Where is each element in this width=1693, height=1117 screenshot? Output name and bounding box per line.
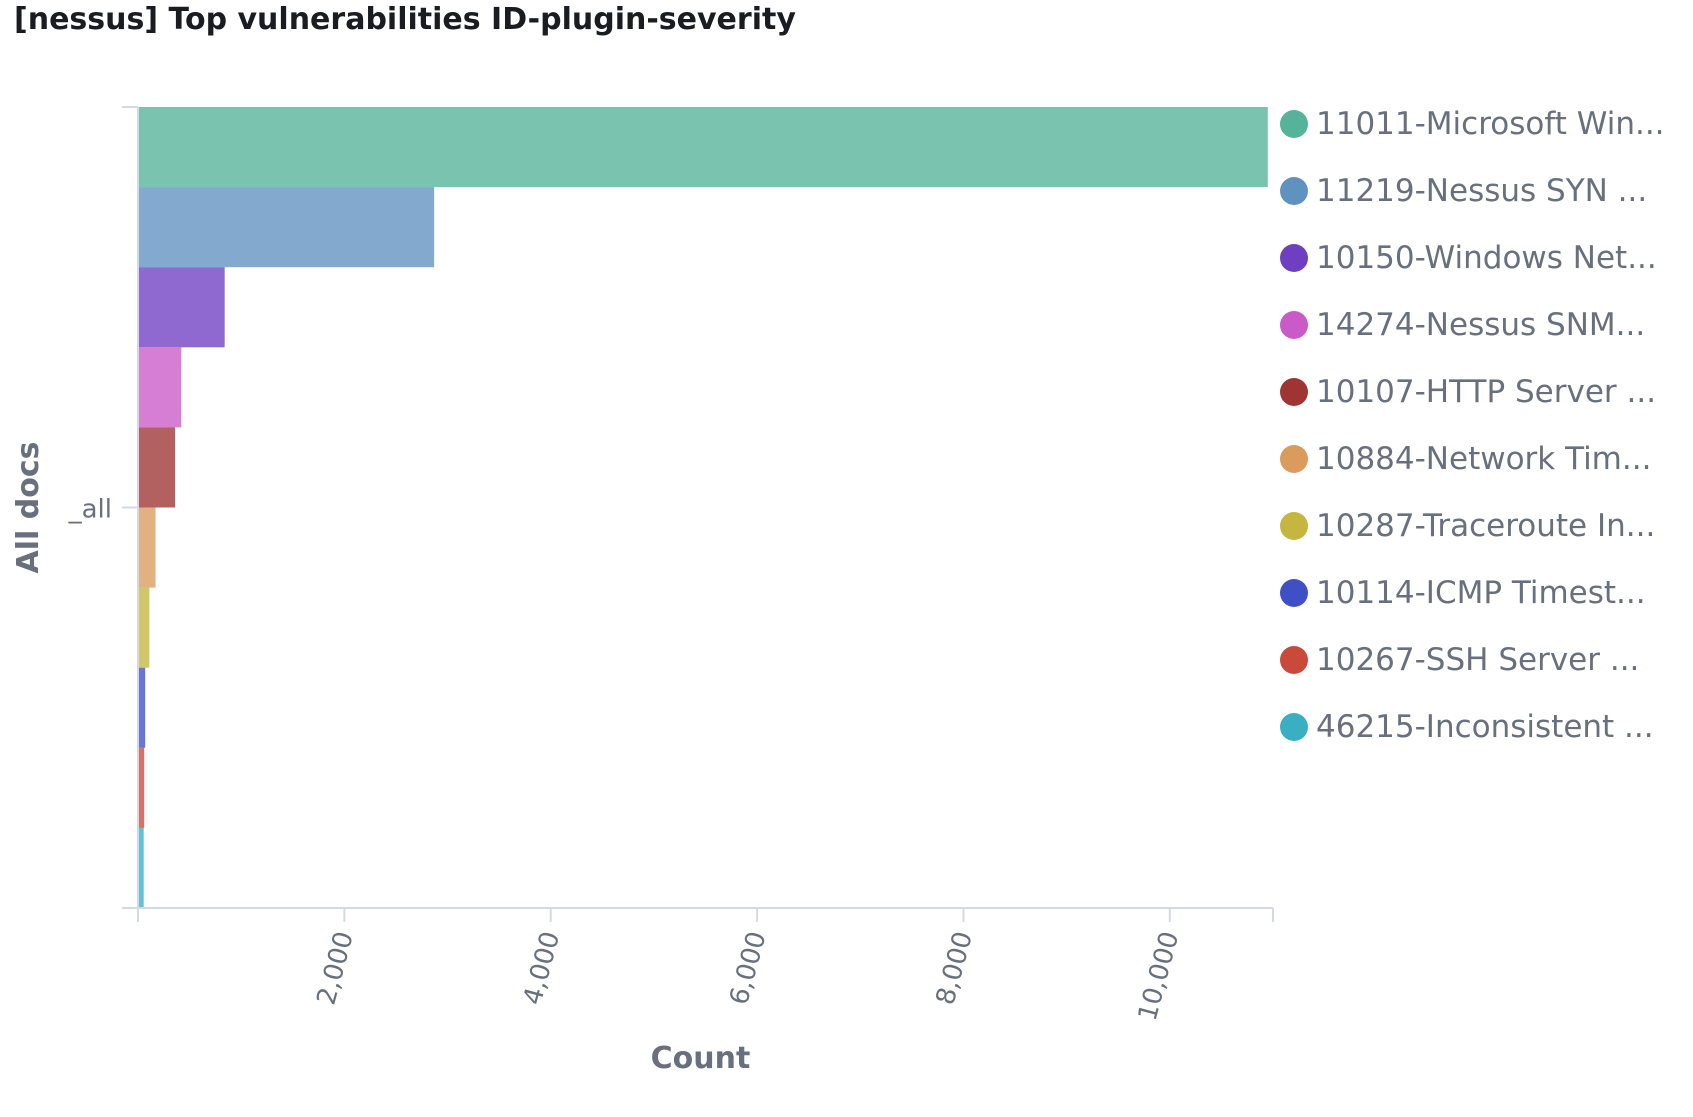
legend-color-dot-icon	[1280, 310, 1308, 339]
y-tick-label: _all	[68, 495, 112, 525]
x-tick-label: 4,000	[518, 928, 566, 1008]
x-tick-label: 8,000	[931, 928, 979, 1008]
legend-label: 14274-Nessus SNM...	[1316, 306, 1646, 343]
legend-color-dot-icon	[1280, 176, 1308, 205]
x-tick-label: 10,000	[1133, 928, 1186, 1024]
legend-color-dot-icon	[1280, 444, 1308, 473]
bar-3[interactable]	[138, 267, 225, 348]
y-axis-title: All docs	[11, 442, 46, 574]
legend-color-dot-icon	[1280, 645, 1308, 674]
legend-item-10[interactable]: 46215-Inconsistent ...	[1280, 693, 1680, 760]
legend-color-dot-icon	[1280, 109, 1308, 138]
chart-title: [nessus] Top vulnerabilities ID-plugin-s…	[14, 2, 796, 37]
x-axis-title: Count	[651, 1041, 751, 1076]
legend-label: 10114-ICMP Timest...	[1316, 574, 1646, 611]
bar-5[interactable]	[138, 427, 176, 508]
legend-color-dot-icon	[1280, 511, 1308, 540]
legend-color-dot-icon	[1280, 712, 1308, 741]
legend-label: 10267-SSH Server ...	[1316, 641, 1640, 678]
bar-chart: _all 2,000 4,000 6,000 8,000 10,000 Count All d…	[11, 106, 1274, 1076]
legend-item-9[interactable]: 10267-SSH Server ...	[1280, 626, 1680, 693]
legend-item-6[interactable]: 10884-Network Tim...	[1280, 425, 1680, 492]
bar-7[interactable]	[138, 587, 150, 668]
bar-6[interactable]	[138, 507, 156, 588]
legend-label: 11011-Microsoft Win...	[1316, 105, 1665, 142]
legend-item-5[interactable]: 10107-HTTP Server ...	[1280, 358, 1680, 425]
bars-group	[138, 107, 1268, 908]
legend-item-4[interactable]: 14274-Nessus SNM...	[1280, 291, 1680, 358]
legend-color-dot-icon	[1280, 377, 1308, 406]
legend-item-3[interactable]: 10150-Windows Net...	[1280, 224, 1680, 291]
bar-4[interactable]	[138, 347, 182, 428]
legend-label: 10150-Windows Net...	[1316, 239, 1657, 276]
x-tick-label: 6,000	[724, 928, 772, 1008]
bar-2[interactable]	[138, 187, 435, 268]
legend-label: 10287-Traceroute In...	[1316, 507, 1656, 544]
bar-10[interactable]	[138, 827, 144, 908]
legend: 11011-Microsoft Win... 11219-Nessus SYN .…	[1280, 90, 1680, 760]
bar-8[interactable]	[138, 667, 146, 748]
bar-1[interactable]	[138, 107, 1268, 188]
legend-color-dot-icon	[1280, 578, 1308, 607]
bar-9[interactable]	[138, 747, 145, 828]
legend-label: 11219-Nessus SYN ...	[1316, 172, 1648, 209]
legend-label: 46215-Inconsistent ...	[1316, 708, 1654, 745]
legend-item-1[interactable]: 11011-Microsoft Win...	[1280, 90, 1680, 157]
legend-color-dot-icon	[1280, 243, 1308, 272]
legend-item-7[interactable]: 10287-Traceroute In...	[1280, 492, 1680, 559]
legend-label: 10107-HTTP Server ...	[1316, 373, 1657, 410]
x-tick-label: 2,000	[312, 928, 360, 1008]
legend-item-2[interactable]: 11219-Nessus SYN ...	[1280, 157, 1680, 224]
legend-label: 10884-Network Tim...	[1316, 440, 1652, 477]
legend-item-8[interactable]: 10114-ICMP Timest...	[1280, 559, 1680, 626]
